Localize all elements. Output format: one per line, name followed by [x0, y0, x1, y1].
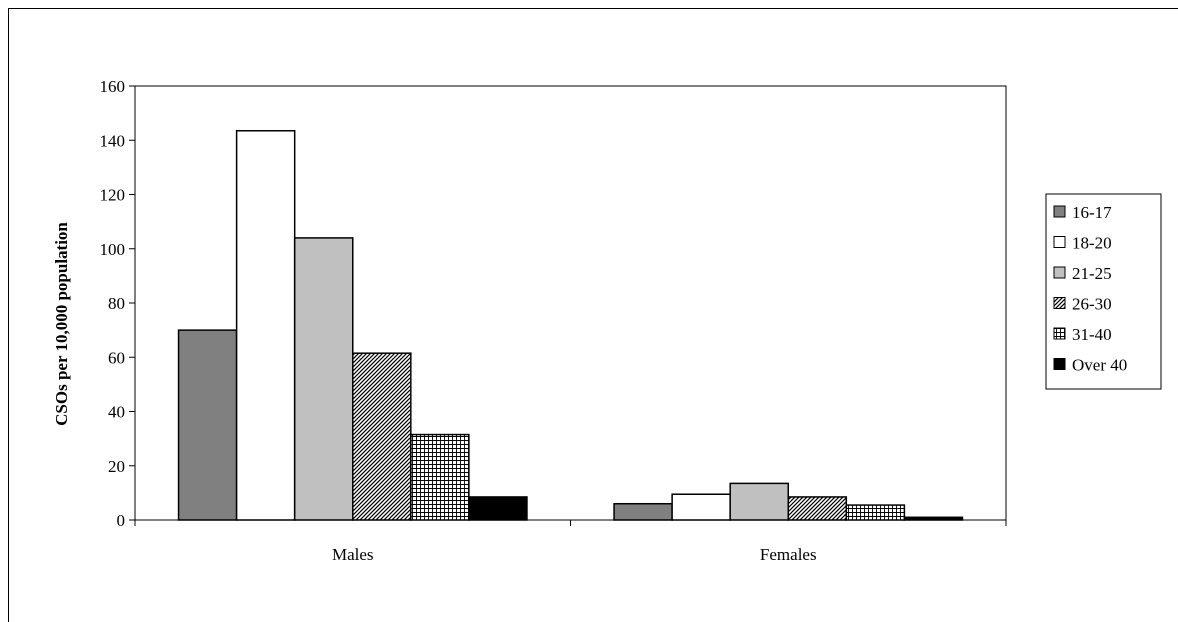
chart-frame	[8, 8, 1178, 622]
bar-females-26-30	[787, 496, 848, 521]
bar-males-over-40	[468, 496, 528, 521]
axes: 0 20 40 60 80 100 120 140 160	[100, 77, 1007, 530]
y-axis-label: CSOs per 10,000 population	[52, 222, 71, 426]
bar-females-31-40	[845, 504, 906, 521]
y-tick-label: 140	[100, 131, 126, 150]
legend-swatch	[1053, 266, 1066, 279]
legend-swatch	[1053, 358, 1066, 370]
legend-label: 18-20	[1072, 234, 1112, 253]
legend: 16-17 18-20 21-25 26-30 31-40 Over 40	[1045, 193, 1162, 390]
legend-label: 26-30	[1072, 295, 1112, 314]
legend-swatch	[1053, 205, 1066, 218]
legend-label: Over 40	[1072, 356, 1127, 375]
y-tick-label: 40	[108, 403, 125, 422]
legend-swatch	[1053, 297, 1066, 309]
legend-swatch	[1053, 327, 1066, 340]
y-tick-label: 160	[100, 77, 126, 96]
y-tick-label: 80	[108, 294, 125, 313]
y-tick-label: 120	[100, 186, 126, 205]
y-tick-label: 100	[100, 240, 126, 259]
legend-label: 31-40	[1072, 325, 1112, 344]
x-tick-label: Females	[760, 545, 817, 564]
bar-females-16-17	[613, 502, 673, 521]
bar-males-26-30	[352, 352, 412, 521]
legend-label: 16-17	[1072, 203, 1112, 222]
y-tick-label: 60	[108, 348, 125, 367]
bar-males-31-40	[410, 433, 470, 521]
y-tick-label: 20	[108, 457, 125, 476]
legend-box	[1045, 193, 1162, 390]
bar-males-21-25	[293, 237, 354, 521]
bars	[177, 130, 964, 521]
bar-females-over-40	[903, 516, 964, 521]
legend-swatch	[1053, 236, 1066, 248]
bar-females-18-20	[671, 493, 731, 521]
x-tick-label: Males	[332, 545, 374, 564]
x-tick-labels: Males Females	[332, 545, 817, 564]
y-tick-label: 0	[117, 511, 126, 530]
bar-males-16-17	[177, 329, 238, 521]
bar-males-18-20	[235, 130, 296, 521]
bar-females-21-25	[729, 482, 790, 521]
legend-label: 21-25	[1072, 264, 1112, 283]
